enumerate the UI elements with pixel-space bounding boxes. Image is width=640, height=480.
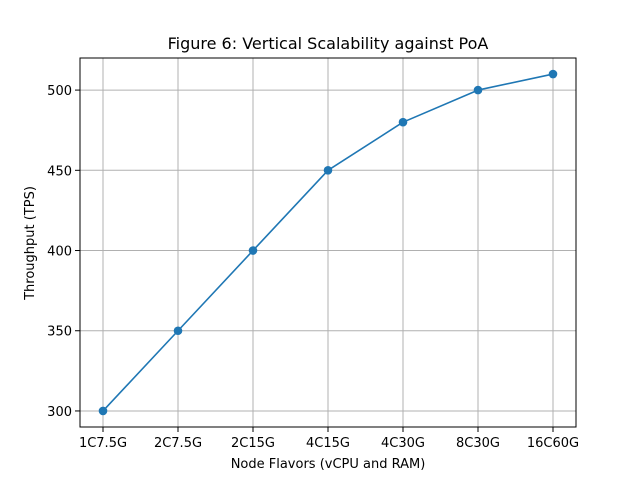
x-axis-label: Node Flavors (vCPU and RAM) [231, 457, 426, 472]
data-point [173, 326, 183, 336]
data-point [98, 406, 108, 416]
y-tick-label: 300 [47, 405, 72, 420]
y-tick-label: 500 [47, 84, 72, 99]
grid-lines [80, 58, 576, 427]
x-tick-label: 2C15G [231, 436, 275, 451]
x-tick-label: 2C7.5G [154, 436, 202, 451]
data-point [248, 246, 258, 255]
data-point [398, 117, 408, 127]
series-layer [98, 69, 558, 416]
x-tick-label: 4C15G [306, 436, 350, 451]
data-point [323, 166, 333, 175]
y-tick-label: 450 [47, 164, 72, 179]
chart-title: Figure 6: Vertical Scalability against P… [168, 34, 489, 53]
x-tick-label: 4C30G [381, 436, 425, 451]
x-tick-label: 8C30G [456, 436, 500, 451]
x-tick-label: 16C60G [527, 436, 579, 451]
data-point [473, 85, 483, 95]
x-tick-label: 1C7.5G [79, 436, 127, 451]
data-point [548, 69, 558, 79]
y-tick-label: 400 [47, 245, 72, 260]
y-axis-label: Throughput (TPS) [23, 186, 38, 301]
y-axis-ticks: 300 350 400 450 500 [47, 84, 80, 420]
x-axis-ticks: 1C7.5G 2C7.5G 2C15G 4C15G 4C30G 8C30G 16C60G [79, 427, 579, 451]
y-tick-label: 350 [47, 325, 72, 340]
